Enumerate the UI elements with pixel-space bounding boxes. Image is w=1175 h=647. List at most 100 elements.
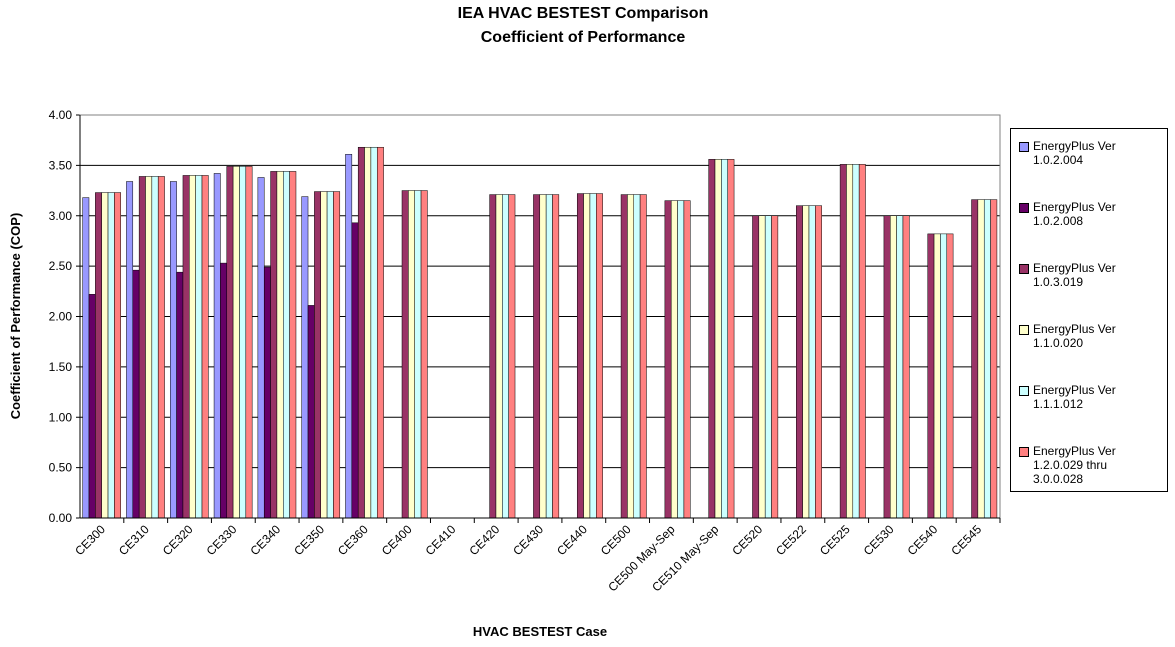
bar: [283, 171, 290, 519]
bar: [670, 200, 678, 519]
bar: [107, 192, 115, 519]
bar: [495, 194, 503, 519]
chart-subtitle: Coefficient of Performance: [481, 29, 686, 46]
bar: [333, 191, 341, 519]
bar: [971, 199, 979, 519]
legend-entry: EnergyPlus Ver 1.0.3.019: [1019, 261, 1161, 306]
legend-entry: EnergyPlus Ver 1.0.2.008: [1019, 200, 1161, 245]
bar: [232, 166, 240, 519]
bar: [345, 154, 353, 519]
legend-label: EnergyPlus Ver 1.0.3.019: [1033, 261, 1116, 289]
x-tick-label: CE340: [247, 522, 283, 558]
bar: [846, 164, 854, 519]
bar: [627, 194, 635, 519]
x-tick-label: CE400: [379, 522, 415, 558]
x-axis-label: HVAC BESTEST Case: [473, 624, 607, 639]
x-tick-label: CE310: [116, 522, 152, 558]
y-tick-label: 3.50: [49, 158, 73, 172]
legend-label: EnergyPlus Ver 1.1.1.012: [1033, 383, 1116, 411]
bar: [620, 194, 628, 519]
bar: [896, 215, 904, 519]
x-tick-label: CE410: [423, 522, 459, 558]
bar: [933, 233, 941, 519]
x-tick-label: CE440: [554, 522, 590, 558]
bar: [633, 194, 641, 519]
bar: [364, 146, 372, 519]
x-tick-label: CE520: [729, 522, 765, 558]
bar: [589, 193, 597, 519]
bar: [552, 194, 560, 519]
bar: [376, 146, 384, 519]
bar: [263, 266, 271, 519]
bar: [583, 193, 591, 519]
bar: [401, 190, 409, 519]
bar: [151, 176, 159, 519]
bar: [301, 196, 309, 519]
bar: [533, 194, 541, 519]
bar: [201, 175, 209, 519]
bar: [88, 294, 96, 519]
bar: [771, 215, 779, 519]
y-tick-label: 2.50: [49, 259, 73, 273]
bar: [927, 233, 935, 519]
y-tick-label: 4.00: [49, 108, 73, 122]
bar: [545, 194, 553, 519]
bar: [182, 175, 190, 519]
bar: [946, 233, 954, 519]
bar: [169, 181, 177, 519]
bar: [664, 200, 672, 519]
bar: [95, 192, 102, 519]
bar: [189, 175, 196, 519]
legend-swatch: [1019, 264, 1029, 274]
bar: [721, 159, 728, 519]
legend-label: EnergyPlus Ver 1.1.0.020: [1033, 322, 1116, 350]
bar: [114, 192, 121, 519]
chart-title: IEA HVAC BESTEST Comparison: [458, 5, 709, 22]
bar: [289, 171, 297, 519]
bar: [808, 205, 816, 519]
x-tick-label: CE330: [204, 522, 240, 558]
legend-entry: EnergyPlus Ver 1.0.2.004: [1019, 139, 1161, 184]
legend-entry: EnergyPlus Ver 1.2.0.029 thru 3.0.0.028: [1019, 444, 1161, 489]
bar: [677, 200, 685, 519]
y-tick-label: 1.50: [49, 360, 73, 374]
bar: [539, 194, 547, 519]
y-tick-label: 2.00: [49, 310, 73, 324]
x-tick-label: CE522: [773, 522, 809, 558]
bar: [239, 166, 247, 519]
x-tick-label: CE350: [291, 522, 327, 558]
x-tick-label: CE320: [160, 522, 196, 558]
y-tick-label: 1.00: [49, 410, 73, 424]
y-axis-label: Coefficient of Performance (COP): [8, 213, 23, 420]
bar: [195, 175, 203, 519]
bar: [489, 194, 497, 519]
bar: [276, 171, 284, 519]
bar: [351, 222, 359, 519]
bar: [752, 215, 760, 519]
bar: [245, 166, 253, 519]
x-tick-label: CE360: [335, 522, 371, 558]
bar: [176, 271, 184, 519]
bar: [764, 215, 772, 519]
bar: [883, 215, 891, 519]
bar: [708, 159, 716, 519]
bar: [414, 190, 422, 519]
bar: [990, 199, 998, 519]
bar: [132, 269, 140, 519]
bar: [213, 173, 221, 519]
legend-label: EnergyPlus Ver 1.2.0.029 thru 3.0.0.028: [1033, 444, 1116, 486]
bar: [683, 200, 691, 519]
bar: [902, 215, 910, 519]
bar: [82, 197, 90, 519]
bar: [714, 159, 722, 519]
bar: [408, 190, 415, 519]
bar: [758, 215, 766, 519]
y-tick-label: 0.00: [49, 511, 73, 525]
bar: [502, 194, 509, 519]
y-tick-label: 3.00: [49, 209, 73, 223]
bar: [596, 193, 603, 519]
bar: [576, 193, 584, 519]
bar: [802, 205, 810, 519]
